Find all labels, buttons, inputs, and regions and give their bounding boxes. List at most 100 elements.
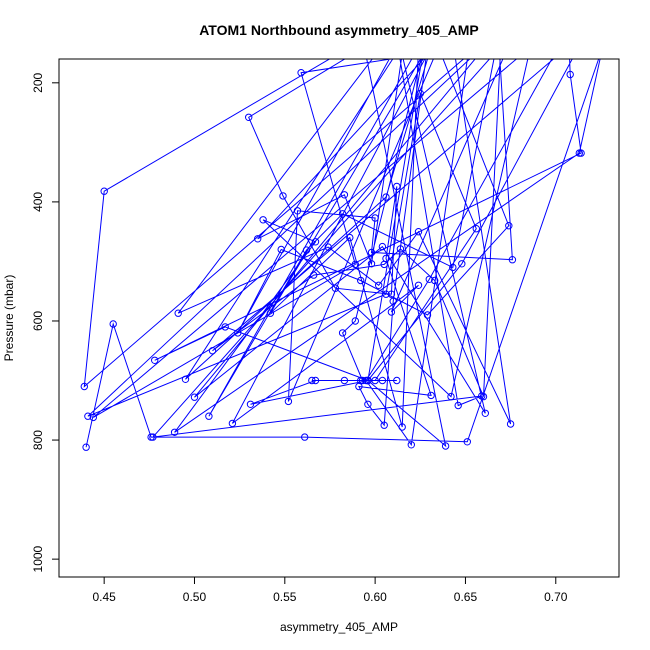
data-point <box>302 246 311 254</box>
series-line-0 <box>83 59 601 448</box>
data-point <box>387 308 396 316</box>
data-point <box>190 393 199 401</box>
x-tick-label: 0.50 <box>183 590 207 604</box>
data-point <box>565 26 571 32</box>
data-point <box>245 113 253 122</box>
data-point <box>351 260 359 269</box>
data-point <box>478 392 486 400</box>
data-point <box>378 242 387 251</box>
data-point <box>407 441 415 449</box>
data-point <box>293 207 302 215</box>
data-point <box>340 191 349 199</box>
data-point <box>398 423 406 431</box>
data-point <box>375 281 383 289</box>
y-axis-label: Pressure (mbar) <box>2 275 16 362</box>
data-point <box>181 375 190 383</box>
data-point <box>331 284 340 292</box>
data-point <box>508 256 517 264</box>
data-point <box>346 233 354 242</box>
data-point <box>424 44 430 50</box>
data-point <box>297 69 305 77</box>
data-point <box>447 392 455 401</box>
data-point <box>380 421 388 429</box>
plot-frame <box>58 58 620 578</box>
data-point <box>466 44 472 50</box>
data-point <box>277 245 285 254</box>
data-point <box>382 254 390 263</box>
data-point <box>441 442 450 450</box>
data-point <box>454 401 462 410</box>
data-point <box>505 222 513 230</box>
data-point <box>347 44 353 50</box>
data-point <box>421 44 427 50</box>
x-tick-label: 0.60 <box>363 590 387 604</box>
data-point <box>414 281 423 289</box>
data-point <box>364 376 372 385</box>
data-point <box>416 89 424 98</box>
data-point <box>431 276 439 285</box>
data-point <box>340 376 349 385</box>
data-point <box>506 420 515 428</box>
data-point <box>355 382 363 391</box>
x-tick-label: 0.55 <box>273 590 297 604</box>
y-tick-label: 1000 <box>31 545 45 572</box>
data-point <box>174 309 182 317</box>
data-point <box>393 376 401 385</box>
data-point <box>397 44 403 50</box>
data-point <box>428 44 434 50</box>
data-point <box>364 400 372 408</box>
data-point <box>109 320 117 328</box>
data-point <box>367 248 376 257</box>
x-tick-label: 0.45 <box>92 590 116 604</box>
data-point <box>149 433 157 441</box>
y-axis: 200 400 600 800 1000 <box>31 72 60 572</box>
data-point <box>279 192 287 200</box>
chart-title: ATOM1 Northbound asymmetry_405_AMP <box>199 22 479 38</box>
data-point <box>367 260 376 268</box>
data-point <box>396 245 405 253</box>
data-point <box>80 382 89 391</box>
data-point <box>472 225 480 233</box>
data-point <box>513 26 519 32</box>
data-point <box>566 70 574 79</box>
data-point <box>234 329 242 337</box>
data-point <box>497 26 503 32</box>
data-point <box>387 290 396 298</box>
data-point <box>371 376 379 385</box>
data-point <box>382 193 390 201</box>
data-point <box>170 428 179 436</box>
data-point <box>449 263 457 272</box>
series-layer <box>80 26 606 451</box>
data-point <box>463 438 471 446</box>
data-point <box>310 271 318 279</box>
y-tick-label: 800 <box>31 430 45 450</box>
data-point <box>205 412 213 420</box>
y-tick-label: 200 <box>31 72 45 92</box>
x-tick-label: 0.70 <box>544 590 568 604</box>
data-point <box>414 228 423 236</box>
data-point <box>151 356 159 364</box>
data-point <box>382 290 390 298</box>
data-point <box>577 149 585 157</box>
data-point <box>361 44 367 50</box>
data-point <box>389 297 397 305</box>
y-tick-label: 600 <box>31 311 45 331</box>
data-point <box>458 260 466 268</box>
data-point <box>301 433 309 441</box>
data-point <box>259 216 267 224</box>
data-point <box>371 214 379 222</box>
data-point <box>284 397 293 406</box>
data-point <box>254 235 262 243</box>
data-point <box>498 26 504 32</box>
data-point <box>600 44 606 50</box>
data-point <box>378 376 387 385</box>
data-point <box>311 238 320 246</box>
data-point <box>89 413 98 422</box>
data-point <box>427 391 435 400</box>
data-point <box>246 400 255 408</box>
y-tick-label: 400 <box>31 192 45 212</box>
data-point <box>100 187 108 195</box>
data-point <box>84 412 92 420</box>
data-point <box>425 275 433 283</box>
